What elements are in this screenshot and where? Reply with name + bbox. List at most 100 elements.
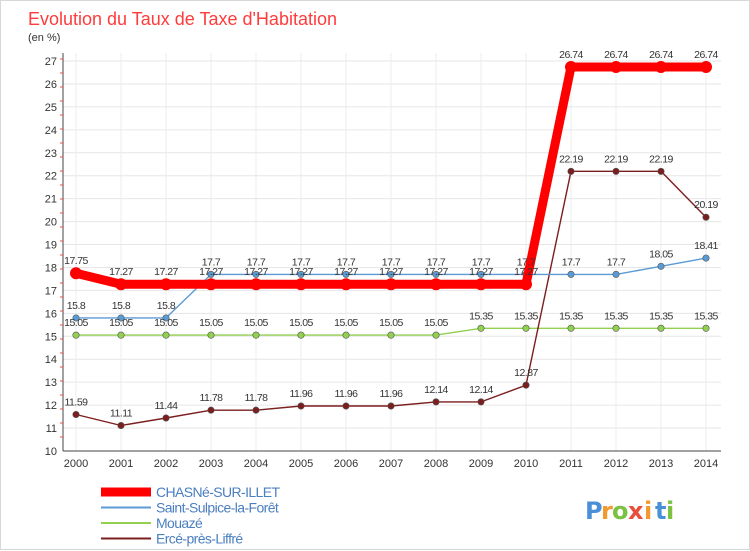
data-label: 17.7	[427, 256, 446, 268]
data-label: 22.19	[559, 153, 583, 165]
data-label: 17.7	[472, 256, 491, 268]
legend-label: Ercé-près-Liffré	[156, 531, 243, 547]
data-label: 17.27	[334, 266, 358, 278]
data-label: 17.7	[562, 256, 581, 268]
data-label: 20.19	[694, 199, 718, 211]
data-label: 15.05	[334, 317, 358, 329]
data-point	[70, 267, 82, 280]
data-point	[342, 402, 350, 410]
data-point	[430, 278, 442, 291]
brand-letter: t	[655, 497, 666, 525]
data-point	[252, 270, 260, 278]
data-point	[297, 402, 305, 410]
data-label: 17.7	[247, 256, 266, 268]
data-label: 26.74	[604, 49, 628, 61]
data-label: 15.8	[112, 300, 131, 312]
data-label: 26.74	[649, 49, 673, 61]
data-label: 17.27	[199, 266, 223, 278]
data-point	[522, 381, 530, 389]
y-tick-label: 13	[45, 377, 57, 389]
plot-area	[63, 53, 721, 451]
y-tick-label: 15	[45, 331, 57, 343]
data-label: 17.27	[379, 266, 403, 278]
data-label: 18.41	[694, 240, 718, 252]
data-label: 15.35	[694, 310, 718, 322]
x-tick-label: 2008	[424, 458, 448, 470]
data-label: 17.7	[202, 256, 221, 268]
data-point	[567, 324, 575, 332]
data-label: 15.05	[109, 317, 133, 329]
data-label: 17.75	[64, 255, 88, 267]
data-point	[567, 167, 575, 175]
x-tick-label: 2010	[514, 458, 538, 470]
legend-label: Mouazé	[156, 515, 203, 531]
y-tick-label: 24	[45, 125, 57, 137]
data-label: 17.27	[154, 266, 178, 278]
data-label: 11.44	[155, 400, 179, 412]
data-point	[655, 60, 667, 73]
data-label: 17.27	[469, 266, 493, 278]
data-label: 17.27	[109, 266, 133, 278]
data-point	[475, 278, 487, 291]
data-point	[522, 324, 530, 332]
x-tick-label: 2013	[649, 458, 673, 470]
data-label: 15.35	[469, 310, 493, 322]
data-label: 12.14	[424, 384, 448, 396]
brand-letter: x	[628, 497, 644, 525]
data-point	[432, 331, 440, 339]
proxiti-logo: Pr o x i t i	[585, 497, 674, 525]
x-tick-label: 2005	[289, 458, 313, 470]
data-point	[385, 278, 397, 291]
data-label: 15.05	[199, 317, 223, 329]
data-point	[340, 278, 352, 291]
legend-label: Saint-Sulpice-la-Forêt	[156, 500, 279, 516]
data-point	[72, 331, 80, 339]
data-point	[205, 278, 217, 291]
data-point	[387, 270, 395, 278]
x-tick-label: 2004	[244, 458, 268, 470]
data-point	[432, 398, 440, 406]
data-label: 15.05	[244, 317, 268, 329]
data-label: 15.35	[604, 310, 628, 322]
legend-label: CHASNé-SUR-ILLET	[156, 484, 280, 500]
data-label: 12.14	[469, 384, 493, 396]
data-point	[612, 167, 620, 175]
y-tick-label: 21	[45, 194, 57, 206]
data-label: 17.7	[607, 256, 626, 268]
data-point	[250, 278, 262, 291]
data-label: 12.87	[514, 367, 538, 379]
data-point	[567, 270, 575, 278]
brand-letter: i	[644, 497, 652, 525]
data-label: 15.05	[424, 317, 448, 329]
data-point	[115, 278, 127, 291]
data-label: 11.96	[380, 388, 404, 400]
y-tick-label: 27	[45, 56, 57, 68]
data-point	[252, 406, 260, 414]
data-point	[297, 331, 305, 339]
y-tick-label: 16	[45, 308, 57, 320]
data-point	[252, 331, 260, 339]
x-tick-label: 2001	[109, 458, 133, 470]
data-point	[477, 270, 485, 278]
data-label: 11.96	[290, 388, 314, 400]
data-label: 15.8	[67, 300, 86, 312]
x-tick-label: 2002	[154, 458, 178, 470]
data-label: 17.7	[517, 256, 536, 268]
data-point	[702, 213, 710, 221]
data-point	[117, 331, 125, 339]
data-point	[160, 278, 172, 291]
series	[70, 60, 712, 430]
x-tick-label: 2009	[469, 458, 493, 470]
x-tick-label: 2012	[604, 458, 628, 470]
y-tick-label: 14	[45, 354, 57, 366]
data-point	[387, 331, 395, 339]
data-point	[72, 314, 80, 322]
y-axis-unit: (en %)	[28, 32, 60, 44]
data-label: 15.05	[289, 317, 313, 329]
data-label: 17.7	[382, 256, 401, 268]
data-label: 17.27	[244, 266, 268, 278]
legend: CHASNé-SUR-ILLETSaint-Sulpice-la-ForêtMo…	[101, 484, 281, 547]
data-label: 17.7	[292, 256, 311, 268]
